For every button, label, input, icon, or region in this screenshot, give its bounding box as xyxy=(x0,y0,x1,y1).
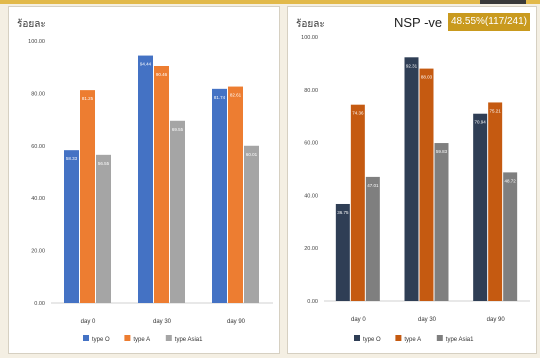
y-axis-unit-label: ร้อยละ xyxy=(17,19,46,30)
legend-label: type O xyxy=(92,337,110,343)
bar-value-label: 94.44 xyxy=(140,62,152,67)
bar-value-label: 74.36 xyxy=(352,111,364,116)
top-right-mark xyxy=(480,0,526,4)
bar-value-label: 47.01 xyxy=(367,183,379,188)
y-tick-label: 100.00 xyxy=(301,35,318,41)
x-tick-label: day 0 xyxy=(351,317,366,323)
bar xyxy=(503,172,518,301)
bar-value-label: 82.61 xyxy=(230,93,242,98)
bar-value-label: 60.01 xyxy=(246,152,258,157)
y-tick-label: 40.00 xyxy=(304,193,318,199)
bar xyxy=(473,113,488,301)
y-tick-label: 0.00 xyxy=(34,301,45,307)
bar xyxy=(434,143,449,301)
bar xyxy=(138,55,153,303)
y-tick-label: 100.00 xyxy=(28,39,45,45)
legend-swatch xyxy=(124,335,131,341)
x-tick-label: day 0 xyxy=(81,319,96,325)
bar-value-label: 88.03 xyxy=(421,75,433,80)
chart-title: NSP -ve xyxy=(394,15,443,30)
bar xyxy=(244,145,259,303)
bar xyxy=(404,57,419,301)
legend-swatch xyxy=(395,335,402,341)
legend-label: type Asia1 xyxy=(175,337,203,343)
bar xyxy=(419,68,434,301)
bar-value-label: 36.75 xyxy=(337,210,349,215)
bar-value-label: 58.33 xyxy=(66,156,78,161)
y-tick-label: 60.00 xyxy=(304,141,318,147)
bar xyxy=(80,90,95,303)
legend-label: type A xyxy=(404,337,421,343)
legend-swatch xyxy=(165,335,172,341)
legend-swatch xyxy=(354,335,360,341)
bar xyxy=(154,65,169,303)
bar-value-label: 81.74 xyxy=(214,95,226,100)
legend-label: type O xyxy=(363,337,381,343)
bar xyxy=(365,176,380,301)
chart-panel-all: ร้อยละ 0.00 20.00 40.00 60.00 80.00 100.00 58.… xyxy=(8,6,280,354)
nsp-ratio-badge: 48.55%(117/241) xyxy=(448,13,530,31)
bar-value-label: 69.55 xyxy=(172,127,184,132)
bar xyxy=(96,154,111,303)
x-tick-label: day 30 xyxy=(153,319,172,325)
bar xyxy=(350,104,365,301)
y-tick-label: 80.00 xyxy=(31,91,45,97)
legend-label: type A xyxy=(133,337,150,343)
bar-chart-all: 0.00 20.00 40.00 60.00 80.00 100.00 58.33 81.25… xyxy=(28,39,273,343)
bar-value-label: 59.83 xyxy=(436,149,448,154)
bar-value-label: 56.55 xyxy=(98,161,110,166)
legend-swatch xyxy=(83,335,89,341)
x-tick-label: day 30 xyxy=(418,317,437,323)
bar-chart-nsp-negative: 0.00 20.00 40.00 60.00 80.00 100.00 36.75 74.36… xyxy=(301,35,530,343)
bar xyxy=(228,86,243,303)
bar xyxy=(488,102,503,301)
y-tick-label: 60.00 xyxy=(31,144,45,150)
y-tick-label: 0.00 xyxy=(307,299,318,305)
chart-panel-nsp-negative: ร้อยละ NSP -ve 48.55%(117/241) 0.00 20.00… xyxy=(287,6,537,354)
y-tick-label: 20.00 xyxy=(31,249,45,255)
bar xyxy=(170,120,185,304)
bar xyxy=(64,150,79,303)
bar-value-label: 92.31 xyxy=(406,63,418,68)
x-tick-label: day 90 xyxy=(487,317,506,323)
x-tick-label: day 90 xyxy=(227,319,246,325)
bar-value-label: 90.46 xyxy=(156,72,168,77)
y-tick-label: 80.00 xyxy=(304,88,318,94)
legend-swatch xyxy=(436,335,443,341)
top-accent-bar xyxy=(0,0,540,4)
legend-label: type Asia1 xyxy=(446,337,474,343)
bar-value-label: 48.72 xyxy=(505,178,517,183)
bar xyxy=(212,88,227,303)
bar xyxy=(335,203,350,301)
bar-value-label: 75.21 xyxy=(490,108,502,113)
bar-value-label: 70.94 xyxy=(475,120,487,125)
y-tick-label: 40.00 xyxy=(31,196,45,202)
bar-value-label: 81.25 xyxy=(82,96,94,101)
y-axis-unit-label: ร้อยละ xyxy=(296,19,325,30)
y-tick-label: 20.00 xyxy=(304,246,318,252)
